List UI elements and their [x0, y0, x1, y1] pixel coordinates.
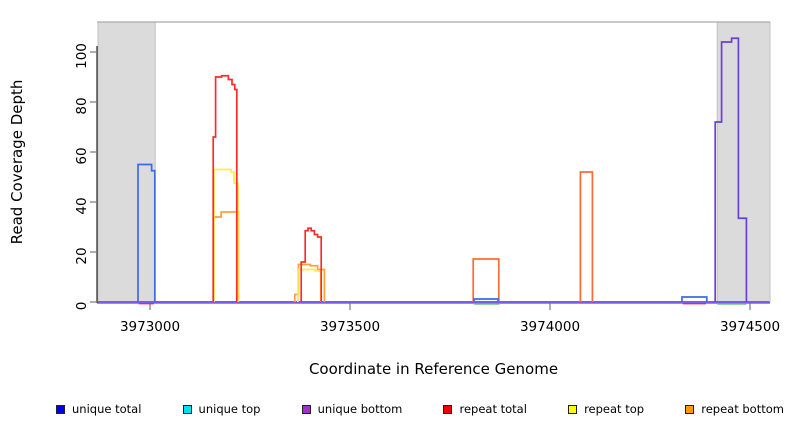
legend-swatch-unique-total [56, 404, 65, 414]
legend-label: unique bottom [317, 402, 403, 416]
legend-item-repeat-top: repeat top [568, 402, 644, 416]
y-axis-title: Read Coverage Depth [8, 79, 26, 245]
y-tick-label: 20 [74, 247, 90, 264]
series-repeat-top [213, 168, 239, 302]
legend-item-unique-bottom: unique bottom [301, 402, 403, 416]
legend-label: repeat bottom [701, 402, 784, 416]
legend-label: repeat total [459, 402, 527, 416]
legend: unique total unique top unique bottom repea… [56, 400, 784, 418]
legend-item-unique-total: unique total [56, 402, 141, 416]
x-tick-label: 3973500 [320, 319, 380, 335]
series-unique-bottom [714, 37, 748, 302]
y-tick-label: 60 [74, 147, 90, 164]
series-repeat-bottom [212, 211, 240, 302]
legend-item-unique-top: unique top [182, 402, 261, 416]
series-unique-total [681, 296, 708, 302]
legend-swatch-repeat-total [443, 404, 453, 414]
legend-label: repeat top [584, 402, 645, 416]
x-tick-label: 3974500 [720, 319, 780, 335]
y-tick-label: 100 [74, 43, 90, 69]
legend-label: unique total [72, 402, 142, 416]
series-unique-total [137, 163, 156, 302]
y-tick-label: 40 [74, 197, 90, 214]
legend-item-repeat-total: repeat total [443, 402, 527, 416]
repeat-region-left [97, 21, 156, 303]
legend-item-repeat-bottom: repeat bottom [685, 402, 784, 416]
x-tick-label: 3974000 [520, 319, 580, 335]
x-axis-title: Coordinate in Reference Genome [308, 360, 559, 378]
x-tick-label: 3973000 [120, 319, 180, 335]
legend-swatch-repeat-bottom [685, 404, 695, 414]
repeat-region-right [716, 21, 771, 303]
series-repeat-total [300, 227, 323, 302]
legend-swatch-repeat-top [568, 404, 578, 414]
series-unique-total [473, 298, 499, 302]
series-repeat-bottom [579, 171, 594, 302]
legend-swatch-unique-bottom [301, 404, 311, 414]
series-repeat-total [212, 74, 238, 302]
y-tick-label: 80 [74, 97, 90, 114]
y-tick-label: 0 [74, 302, 90, 311]
legend-swatch-unique-top [182, 404, 192, 414]
legend-label: unique top [198, 402, 261, 416]
series-repeat-bottom [472, 258, 500, 302]
